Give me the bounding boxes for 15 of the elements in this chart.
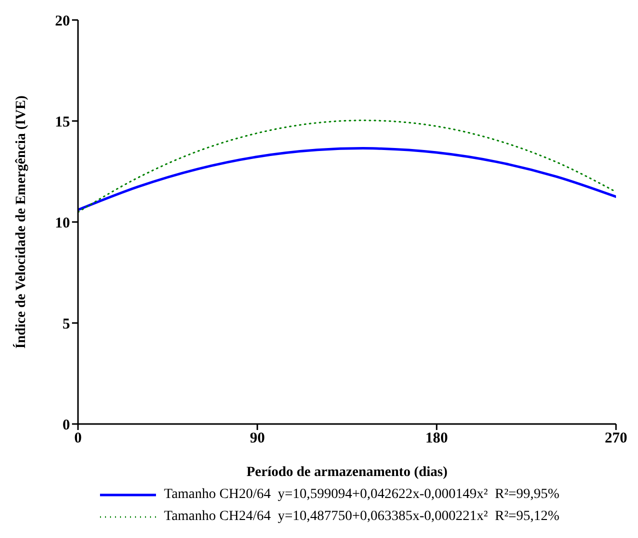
line-series	[78, 120, 616, 213]
x-tick-label: 90	[250, 430, 265, 447]
x-axis-title: Período de armazenamento (dias)	[246, 465, 448, 480]
x-tick-label: 270	[604, 430, 628, 447]
legend-label: Tamanho CH24/64 y=10,487750+0,063385x-0,000221x² R²=95,12%	[164, 509, 560, 525]
y-tick-label: 0	[62, 417, 70, 434]
y-tick-label: 10	[55, 215, 70, 232]
x-tick-label: 0	[74, 430, 82, 447]
y-tick-label: 5	[62, 316, 70, 332]
y-tick-label: 20	[55, 13, 70, 30]
line-series	[78, 147, 616, 212]
legend-label: Tamanho CH20/64 y=10,599094+0,042622x-0,000149x² R²=99,95%	[164, 487, 560, 503]
x-tick-label: 180	[425, 430, 448, 447]
y-axis-title: Índice de Velocidade de Emergência (IVE)	[12, 95, 29, 349]
y-tick-label: 15	[55, 114, 70, 130]
